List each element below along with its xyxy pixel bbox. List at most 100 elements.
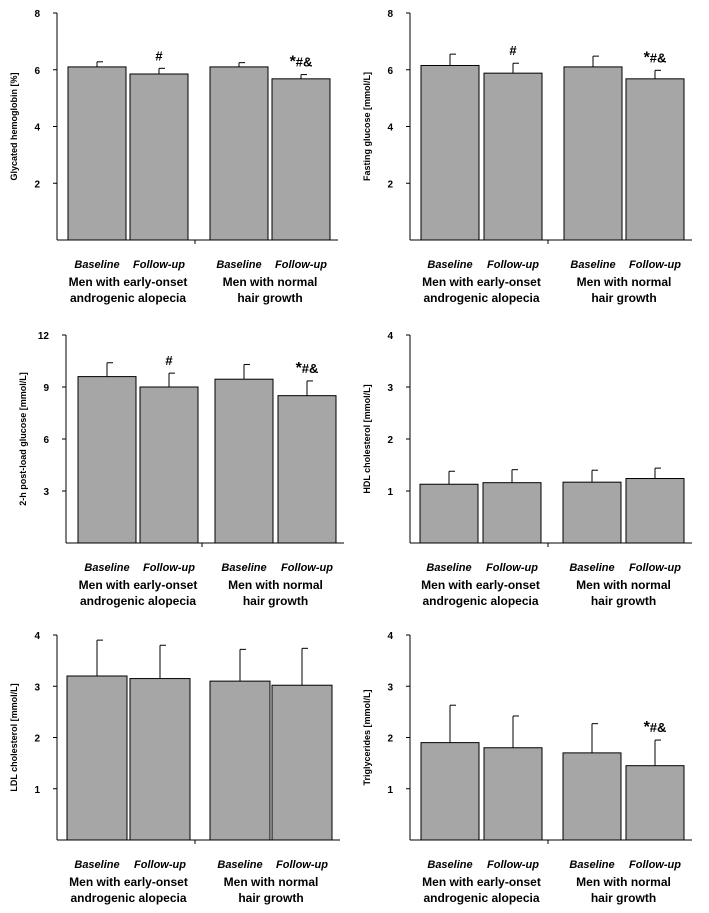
y-axis-label: Glycated hemoglobin [%] xyxy=(9,72,19,180)
y-axis-label: Fasting glucose [mmol/L] xyxy=(362,72,372,181)
category-label: Baseline xyxy=(569,859,614,871)
group-label: Men with normal xyxy=(576,875,671,889)
y-tick-label: 3 xyxy=(387,383,393,394)
bar xyxy=(67,66,127,241)
group-label: Men with normal xyxy=(576,578,671,592)
category-label: Baseline xyxy=(427,859,472,871)
significance-mark: #& xyxy=(650,50,667,65)
y-tick-label: 2 xyxy=(387,435,393,446)
y-tick-label: 1 xyxy=(387,487,393,498)
significance-mark: # xyxy=(155,48,163,63)
group-label: hair growth xyxy=(591,891,656,905)
category-label: Baseline xyxy=(216,259,261,271)
category-label: Baseline xyxy=(427,259,472,271)
y-tick-label: 4 xyxy=(387,123,393,134)
category-label: Follow-up xyxy=(486,562,538,574)
bar xyxy=(482,482,542,544)
bar xyxy=(139,386,199,544)
group-label: Men with early-onset xyxy=(69,275,188,289)
bar xyxy=(214,378,274,544)
category-label: Baseline xyxy=(569,562,614,574)
bar xyxy=(563,66,623,241)
y-tick-label: 4 xyxy=(387,631,393,642)
bar xyxy=(66,675,128,841)
group-label: androgenic alopecia xyxy=(423,891,539,905)
group-label: Men with normal xyxy=(577,275,672,289)
bar xyxy=(129,73,189,241)
category-label: Baseline xyxy=(74,259,119,271)
group-label: Men with normal xyxy=(223,275,318,289)
y-tick-label: 2 xyxy=(34,179,40,190)
bar xyxy=(483,747,543,841)
bar xyxy=(625,478,685,544)
y-tick-label: 4 xyxy=(387,331,393,342)
group-label: hair growth xyxy=(591,291,656,305)
significance-star: * xyxy=(644,719,651,736)
category-label: Follow-up xyxy=(133,259,185,271)
chart-panel-fasting-glucose: 2 4 6 8 Fasting glucose [mmol/L] Baseline Foll… xyxy=(354,0,709,305)
chart-svg: 2 4 6 8 Fasting glucose [mmol/L] Baseline Foll… xyxy=(362,9,692,305)
group-label: androgenic alopecia xyxy=(80,594,196,608)
significance-label: # xyxy=(509,43,517,58)
y-axis-label: Triglycerides [mmol/L] xyxy=(362,689,372,785)
bar xyxy=(209,66,269,241)
category-label: Baseline xyxy=(221,562,266,574)
chart-panel-ldl-cholesterol: 1 2 3 4 LDL cholesterol [mmol/L] Baseline Foll… xyxy=(0,610,354,913)
category-label: Baseline xyxy=(217,859,262,871)
category-label: Baseline xyxy=(84,562,129,574)
chart-panel-2h-glucose: 3 6 9 12 2-h post-load glucose [mmol/L] Basel… xyxy=(0,305,354,610)
significance-label: # xyxy=(155,48,163,63)
group-label: hair growth xyxy=(591,594,656,608)
group-label: androgenic alopecia xyxy=(422,594,538,608)
y-axis-label: HDL cholesterol [mmol/L] xyxy=(362,384,372,493)
y-tick-label: 1 xyxy=(34,785,40,796)
group-label: hair growth xyxy=(237,291,302,305)
group-label: Men with early-onset xyxy=(69,875,188,889)
group-label: Men with early-onset xyxy=(422,875,541,889)
y-axis-label: LDL cholesterol [mmol/L] xyxy=(9,683,19,791)
bar xyxy=(209,680,271,841)
bar xyxy=(129,678,191,841)
y-tick-label: 6 xyxy=(43,435,49,446)
y-axis-label: 2-h post-load glucose [mmol/L] xyxy=(18,372,28,506)
y-tick-label: 2 xyxy=(387,734,393,745)
category-label: Follow-up xyxy=(629,859,681,871)
group-label: androgenic alopecia xyxy=(423,291,539,305)
group-label: Men with normal xyxy=(224,875,319,889)
category-label: Follow-up xyxy=(143,562,195,574)
significance-label: *#& xyxy=(296,360,319,377)
category-label: Follow-up xyxy=(629,259,681,271)
group-label: androgenic alopecia xyxy=(70,291,186,305)
group-label: androgenic alopecia xyxy=(70,891,186,905)
category-label: Follow-up xyxy=(276,859,328,871)
group-label: Men with normal xyxy=(228,578,323,592)
bar xyxy=(419,483,479,544)
bar xyxy=(271,78,331,241)
bar xyxy=(483,72,543,241)
chart-svg: 1 2 3 4 Triglycerides [mmol/L] Baseline Follow… xyxy=(362,631,692,905)
significance-label: # xyxy=(165,353,173,368)
y-tick-label: 6 xyxy=(387,66,393,77)
category-label: Follow-up xyxy=(275,259,327,271)
chart-panel-hdl-cholesterol: 1 2 3 4 HDL cholesterol [mmol/L] Baseline Foll… xyxy=(354,305,709,610)
y-tick-label: 6 xyxy=(34,66,40,77)
significance-mark: #& xyxy=(302,361,319,376)
bar xyxy=(420,742,480,841)
y-tick-label: 8 xyxy=(34,9,40,20)
chart-svg: 2 4 6 8 Glycated hemoglobin [%] Baseline Follo… xyxy=(9,9,338,305)
y-tick-label: 12 xyxy=(38,331,50,342)
significance-star: * xyxy=(644,49,651,66)
category-label: Baseline xyxy=(74,859,119,871)
y-tick-label: 3 xyxy=(43,487,49,498)
significance-label: *#& xyxy=(644,719,667,736)
y-tick-label: 3 xyxy=(34,682,40,693)
y-tick-label: 2 xyxy=(34,734,40,745)
group-label: Men with early-onset xyxy=(422,275,541,289)
bar xyxy=(625,765,685,841)
bar xyxy=(271,684,333,841)
chart-svg: 1 2 3 4 LDL cholesterol [mmol/L] Baseline Foll… xyxy=(9,631,340,905)
significance-star: * xyxy=(290,54,297,71)
y-tick-label: 8 xyxy=(387,9,393,20)
category-label: Baseline xyxy=(570,259,615,271)
category-label: Follow-up xyxy=(134,859,186,871)
